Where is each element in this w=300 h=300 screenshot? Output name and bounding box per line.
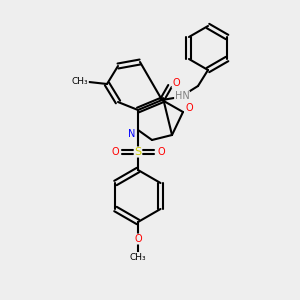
Text: O: O <box>172 78 180 88</box>
Text: S: S <box>134 147 142 157</box>
Text: O: O <box>157 147 165 157</box>
Text: N: N <box>128 129 136 139</box>
Text: CH₃: CH₃ <box>130 253 146 262</box>
Text: O: O <box>111 147 119 157</box>
Text: CH₃: CH₃ <box>72 77 88 86</box>
Text: O: O <box>185 103 193 113</box>
Text: HN: HN <box>175 91 189 101</box>
Text: O: O <box>134 234 142 244</box>
